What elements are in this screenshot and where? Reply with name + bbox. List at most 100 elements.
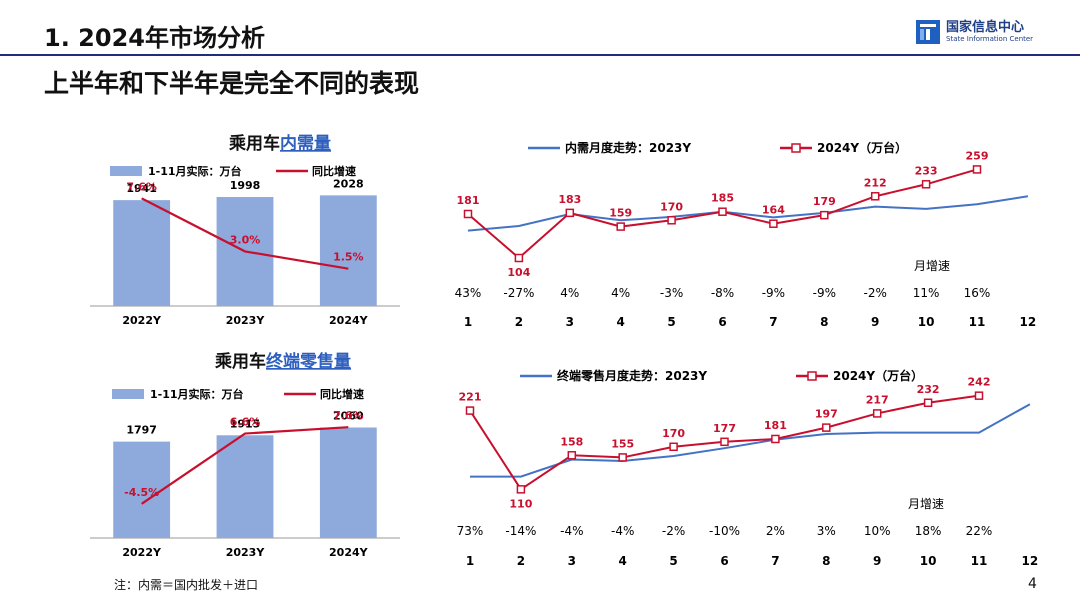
monthly-growth-rate: -9% [813,286,836,300]
monthly-growth-rate: -27% [503,286,534,300]
x-tick-month: 5 [669,554,677,568]
x-tick-month: 4 [619,554,627,568]
point-2024 [820,210,829,220]
point-2024-label: 155 [611,437,634,450]
bar-value-label: 1998 [230,179,261,192]
page-subtitle: 上半年和下半年是完全不同的表现 [44,69,420,98]
monthly-growth-rate: 22% [966,524,993,538]
series-2023-line [467,195,1029,232]
point-2024 [667,216,676,225]
legend-2023-label: 终端零售月度走势：2023Y [557,368,707,383]
point-2024-label: 185 [711,192,734,205]
monthly-growth-rate: -4% [560,524,583,538]
point-2024-label: 179 [813,195,836,208]
point-2024 [516,485,526,494]
point-2024 [567,451,577,460]
bar-value-label: 2060 [333,410,364,423]
x-tick-month: 9 [871,315,879,329]
point-2024-label: 197 [815,408,838,421]
monthly-growth-rate: -4% [611,524,634,538]
x-tick-month: 6 [720,554,728,568]
point-2024 [923,398,933,408]
x-tick-month: 8 [820,315,828,329]
point-2024-label: 233 [915,164,938,177]
point-2024-label: 221 [459,391,482,404]
monthly-growth-rate: 73% [457,524,484,538]
bar-value-label: 1941 [126,182,157,195]
point-2024-label: 177 [713,422,736,435]
point-2024 [771,434,780,444]
growth-title: 月增速 [908,497,944,511]
point-2024 [872,409,882,418]
monthly-growth-rate: 4% [611,286,630,300]
monthly-growth-rate: -8% [711,286,734,300]
x-tick-label: 2023Y [226,546,266,559]
x-tick-month: 10 [918,315,935,329]
legend-2024-marker [791,143,801,153]
point-2024-label: 217 [866,393,889,406]
point-2024 [720,437,729,447]
x-tick-month: 6 [718,315,726,329]
point-2024-label: 259 [966,149,989,162]
point-2024-label: 164 [762,204,785,217]
logo-text-cn: 国家信息中心 [946,19,1025,35]
chart-title-highlight: 内需量 [280,133,331,154]
bar-2024Y [319,427,377,538]
page-number: 4 [1028,576,1037,592]
x-tick-label: 2022Y [122,314,162,327]
point-2024-label: 110 [509,497,532,510]
x-tick-month: 3 [566,315,574,329]
monthly-growth-rate: 2% [766,524,785,538]
sic-logo-icon [916,20,940,44]
point-2024-label: 181 [457,194,480,207]
point-2024 [514,253,524,263]
x-tick-label: 2024Y [329,314,369,327]
legend-bar-swatch [110,166,142,176]
legend-2023-label: 内需月度走势：2023Y [565,140,691,155]
legend-bar-label: 1-11月实际：万台 [150,387,244,401]
monthly-growth-rate: -9% [762,286,785,300]
monthly-growth-rate: 11% [913,286,940,300]
growth-label: 1.5% [333,251,364,264]
legend-2024-label: 2024Y（万台） [833,368,923,383]
x-tick-month: 10 [920,554,937,568]
chart-title-highlight: 终端零售量 [266,351,351,372]
monthly-growth-rate: 43% [455,286,482,300]
point-2024-label: 181 [764,419,787,432]
point-2024-label: 170 [662,427,685,440]
sic-logo: 国家信息中心 State Information Center [916,20,1033,44]
legend-bar-swatch [112,389,144,399]
point-2024-label: 242 [968,376,991,389]
point-2024-label: 158 [560,435,583,448]
point-2024-label: 232 [917,383,940,396]
legend-2024-label: 2024Y（万台） [817,140,907,155]
growth-title: 月增速 [914,259,950,273]
x-tick-month: 8 [822,554,830,568]
chart-title-prefix: 乘用车 [214,351,266,372]
x-tick-month: 2 [517,554,525,568]
point-2024 [565,208,575,218]
point-2024 [822,423,831,432]
x-tick-month: 12 [1020,315,1037,329]
x-tick-label: 2022Y [122,546,162,559]
section-title: 1. 2024年市场分析 [44,24,265,52]
logo-text-en: State Information Center [946,34,1034,43]
x-tick-month: 7 [771,554,779,568]
x-tick-month: 12 [1022,554,1039,568]
point-2024 [718,207,727,216]
bar-2024Y [319,195,377,306]
bar-value-label: 1915 [230,417,261,430]
monthly-growth-rate: -2% [662,524,685,538]
point-2024-label: 183 [558,193,581,206]
x-tick-month: 1 [466,554,474,568]
header-divider [0,54,1080,56]
bar-2022Y [113,200,171,306]
chart-retail-sales-annual: 乘用车 终端零售量 1-11月实际：万台 同比增速 1797 2022Y 1915 2… [90,351,400,559]
point-2024-label: 170 [660,200,683,213]
monthly-growth-rate: 18% [915,524,942,538]
point-2024 [669,442,678,452]
growth-line [141,197,349,270]
point-2024 [616,222,625,231]
